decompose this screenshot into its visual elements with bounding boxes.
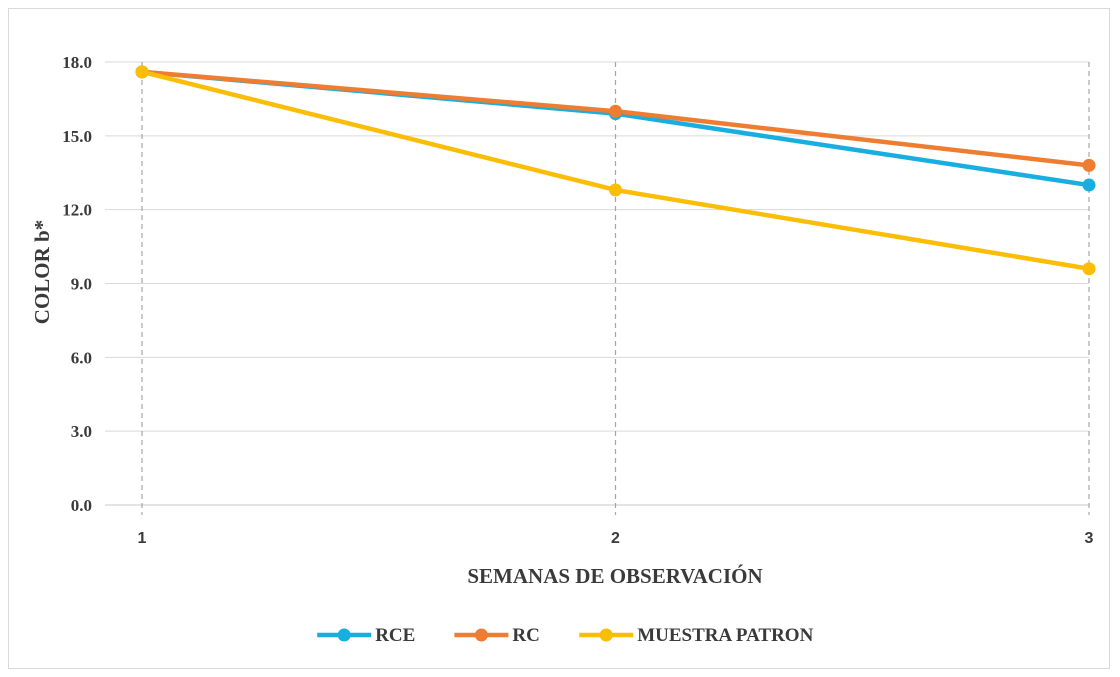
legend-item: MUESTRA PATRON [579, 625, 814, 646]
horizontal-gridlines [105, 61, 1089, 506]
chart-frame [8, 8, 1110, 669]
x-tick-label: 2 [611, 530, 620, 547]
y-tick-label: 18.0 [62, 53, 92, 72]
legend-swatch-marker [474, 628, 488, 642]
legend-swatch-marker [337, 628, 351, 642]
data-point-muestra-patron [135, 65, 149, 79]
legend-label: RCE [375, 625, 415, 646]
vertical-droplines [141, 62, 1090, 515]
data-point-rc [609, 104, 622, 118]
data-point-rc [1082, 158, 1096, 172]
legend-label: MUESTRA PATRON [637, 625, 813, 646]
x-tick-label: 1 [138, 530, 147, 547]
legend-item: RCE [317, 625, 415, 646]
y-tick-label: 12.0 [62, 201, 92, 220]
series-points [135, 65, 1096, 276]
data-point-muestra-patron [609, 183, 622, 197]
y-tick-label: 3.0 [71, 422, 92, 441]
y-tick-label: 6.0 [71, 348, 92, 367]
data-point-rce [1082, 178, 1096, 192]
x-axis-tick-labels: 1 2 3 [138, 530, 1094, 547]
x-tick-label: 3 [1085, 530, 1094, 547]
legend: RCE RC MUESTRA PATRON [317, 625, 814, 646]
x-axis-title: SEMANAS DE OBSERVACIÓN [467, 564, 762, 588]
y-tick-label: 0.0 [71, 496, 92, 515]
legend-label: RC [512, 625, 539, 646]
data-point-muestra-patron [1082, 262, 1096, 276]
legend-item: RC [454, 625, 540, 646]
y-axis-title: COLOR b* [30, 220, 54, 324]
y-axis-tick-labels: 0.0 3.0 6.0 9.0 12.0 15.0 18.0 [62, 53, 92, 515]
legend-swatch-marker [599, 628, 613, 642]
y-tick-label: 15.0 [62, 127, 92, 146]
y-tick-label: 9.0 [71, 275, 92, 294]
